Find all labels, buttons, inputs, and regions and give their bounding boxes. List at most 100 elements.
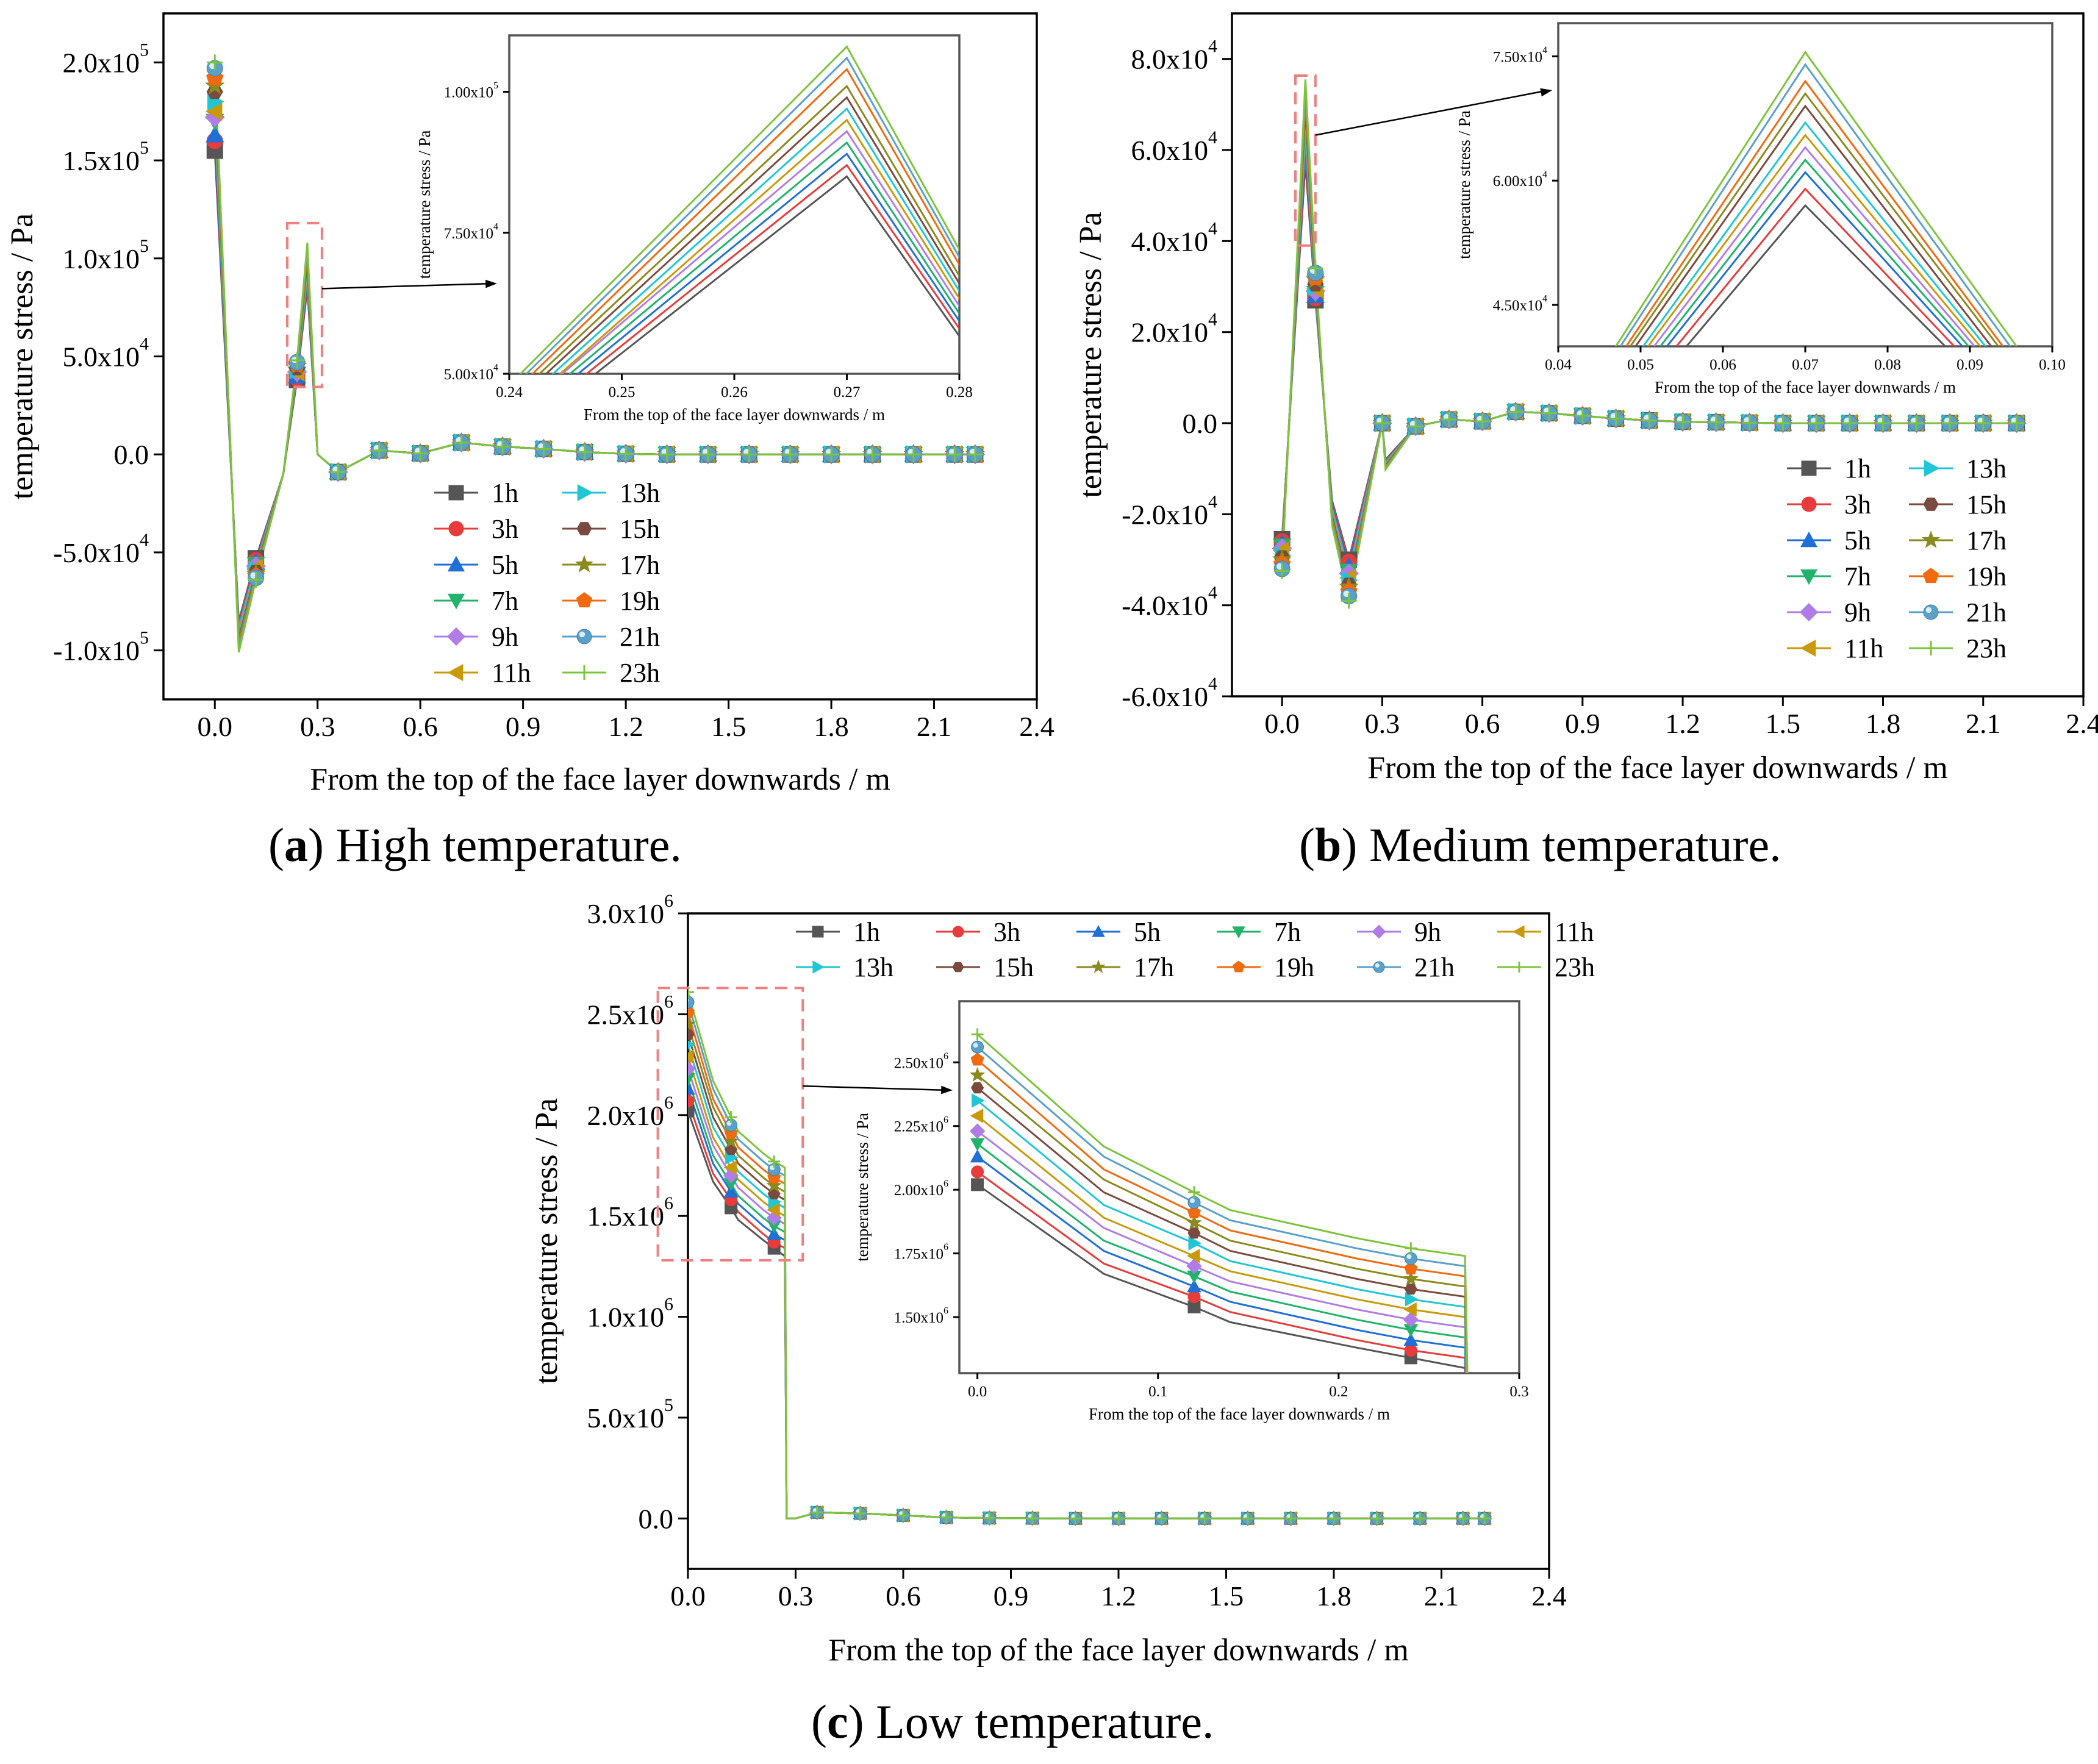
inset-y-tick-label: 1.75x106 (894, 1242, 948, 1262)
point-23h (1408, 418, 1424, 435)
point-11h (767, 1202, 780, 1218)
inset-point-19h (1187, 1205, 1201, 1219)
x-tick-label: 0.9 (506, 711, 541, 742)
inset-chart: 0.04 0.05 0.06 0.07 0.08 0.09 0.10 4.50x104 6.00… (1455, 22, 2066, 396)
y-tick-label: 0.0 (114, 439, 149, 470)
point-23h (700, 446, 716, 463)
legend-marker-23h (1924, 641, 1938, 655)
inset-y-tick-label: 7.50x104 (1493, 45, 1547, 65)
inset-point-21h-highlight (973, 1043, 978, 1048)
y-tick-label: 5.0x105 (587, 1395, 674, 1434)
inset-x-tick-label: 0.07 (1792, 357, 1819, 373)
x-tick-label: 0.6 (403, 711, 438, 742)
point-17h (766, 1177, 782, 1193)
x-tick-label: 0.9 (994, 1580, 1029, 1612)
point-23h (1374, 415, 1391, 431)
y-tick-label: 1.5x106 (587, 1193, 674, 1232)
legend-marker-3h (1801, 496, 1817, 512)
inset-x-axis-title: From the top of the face layer downwards… (1089, 1405, 1390, 1423)
inset-point-19h (1404, 1262, 1418, 1275)
inset-y-axis-title: temperature stress / Pa (1455, 110, 1473, 259)
point-23h (1841, 415, 1858, 431)
point-23h (811, 1506, 823, 1519)
legend-label-11h: 11h (1844, 634, 1883, 663)
y-tick-label: 2.0x105 (63, 40, 149, 78)
y-tick-label: 1.0x106 (587, 1294, 674, 1333)
inset-point-17h (969, 1066, 986, 1082)
inset-point-17h (1186, 1215, 1202, 1230)
legend-marker-11h (447, 663, 464, 682)
inset-point-1h (971, 1178, 984, 1191)
zoom-arrow-head (1540, 88, 1552, 97)
legend-marker-17h (1921, 530, 1941, 548)
legend-marker-5h (1092, 925, 1105, 937)
point-23h (741, 446, 757, 463)
y-tick-label: 5.0x104 (63, 334, 149, 373)
legend-label-9h: 9h (1844, 598, 1871, 627)
point-5h (767, 1226, 782, 1240)
legend-label-9h: 9h (492, 622, 518, 652)
point-23h (453, 434, 470, 451)
inset-x-tick-label: 0.25 (609, 384, 635, 401)
point-15h (725, 1143, 738, 1155)
x-tick-label: 1.5 (1209, 1580, 1244, 1612)
point-17h (723, 1133, 739, 1148)
y-axis-title: temperature stress / Pa (5, 213, 40, 499)
inset-plot-frame (958, 1000, 1520, 1374)
legend-label-11h: 11h (492, 658, 531, 688)
point-21h-highlight (688, 998, 689, 1002)
point-5h (206, 125, 224, 143)
point-23h (854, 1507, 867, 1520)
point-7h (688, 1073, 695, 1087)
x-tick-label: 2.1 (1966, 708, 2001, 739)
point-23h (1675, 413, 1691, 430)
zoom-arrow-head (941, 1085, 953, 1094)
point-23h (782, 446, 798, 463)
point-23h (1541, 405, 1558, 421)
inset-point-5h (1187, 1279, 1201, 1293)
inset-point-5h (1403, 1332, 1419, 1346)
point-23h (1875, 415, 1891, 431)
y-tick-label: 0.0 (639, 1503, 674, 1534)
point-23h (1026, 1512, 1039, 1524)
y-tick-label: 2.0x106 (587, 1093, 674, 1131)
inset-point-5h (970, 1149, 985, 1163)
point-23h (1370, 1512, 1383, 1525)
legend-label-19h: 19h (620, 586, 660, 616)
inset-x-tick-label: 0.08 (1874, 357, 1901, 373)
inset-chart: 0.24 0.25 0.26 0.27 0.28 5.00x104 7.50x104 1.00… (415, 34, 973, 424)
zoom-arrow (803, 1085, 950, 1091)
x-tick-label: 2.1 (917, 711, 952, 742)
inset-point-23h (971, 1028, 984, 1041)
point-23h (1775, 415, 1791, 431)
point-13h (688, 1040, 696, 1049)
legend-label-1h: 1h (1844, 454, 1871, 484)
legend-marker-21h-highlight (579, 631, 585, 638)
y-tick-label: 3.0x106 (587, 891, 674, 929)
point-23h (1708, 414, 1724, 430)
legend-label-17h: 17h (1134, 952, 1174, 982)
point-23h (1942, 415, 1958, 431)
inset-series-line-21h (976, 1046, 1469, 1373)
zoom-arrow (321, 282, 494, 290)
inset-point-23h (1187, 1186, 1200, 1199)
inset-chart: 0.0 0.1 0.2 0.3 1.50x106 1.75x106 2.00x106 2.25… (853, 1000, 1529, 1423)
inset-point-11h (970, 1109, 984, 1123)
y-axis-title: temperature stress / Pa (529, 1098, 564, 1384)
x-tick-label: 0.3 (778, 1580, 814, 1612)
y-tick-label: 0.0 (1183, 408, 1218, 439)
x-tick-label: 1.5 (711, 711, 746, 742)
point-23h (823, 446, 840, 463)
point-11h (723, 1160, 737, 1175)
zoom-arrow (1315, 89, 1549, 136)
legend-marker-3h (448, 521, 464, 537)
inset-point-13h (1188, 1236, 1202, 1251)
inset-point-9h (1403, 1312, 1419, 1327)
legend-label-5h: 5h (492, 550, 518, 580)
caption-b: (b) Medium temperature. (1299, 818, 1781, 871)
legend-label-15h: 15h (994, 952, 1034, 982)
point-23h (940, 1511, 953, 1524)
legend-marker-23h (577, 665, 592, 680)
chart-panel-a: 0.0 0.3 0.6 0.9 1.2 1.5 1.8 2.1 2.4 -1.0x105 -5.0x… (5, 12, 1054, 797)
legend-marker-19h (1922, 568, 1939, 584)
